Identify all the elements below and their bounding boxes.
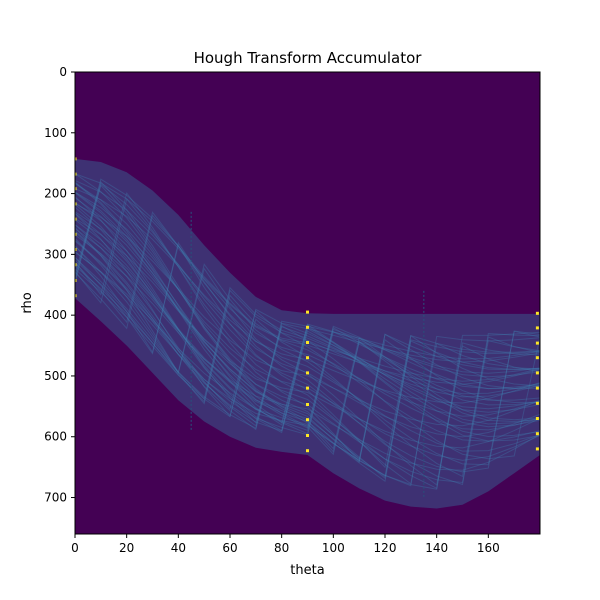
y-tick-label: 700: [44, 491, 67, 505]
accumulator-peak: [535, 386, 539, 390]
y-tick-label: 600: [44, 430, 67, 444]
vote-curve: [75, 203, 540, 427]
x-tick-label: 80: [274, 541, 289, 555]
vote-curve: [75, 181, 540, 438]
vote-curve: [75, 202, 540, 464]
vote-curve: [75, 184, 540, 453]
accumulator-peak: [306, 386, 309, 390]
vote-curve: [75, 241, 540, 486]
x-axis-label: theta: [290, 563, 324, 578]
accumulator-peak: [306, 434, 309, 437]
vote-curve: [75, 228, 540, 483]
accumulator-peak: [306, 310, 309, 314]
vote-curve: [75, 191, 540, 463]
accumulator-peak: [535, 326, 539, 330]
accumulator-peak: [535, 417, 539, 420]
accumulator-peak: [75, 217, 77, 221]
vote-curve: [75, 224, 540, 442]
vote-curve: [75, 257, 540, 400]
vote-curve: [75, 251, 540, 490]
accumulator-peak: [535, 447, 539, 451]
accumulator-peak: [75, 248, 77, 251]
vote-curve: [75, 240, 540, 432]
vote-curve: [75, 231, 540, 431]
y-tick-label: 400: [44, 308, 67, 322]
heatmap-cells: [75, 157, 540, 509]
vote-curve: [75, 217, 540, 449]
accumulator-band: [75, 158, 540, 509]
y-tick-label: 100: [44, 126, 67, 140]
accumulator-peak: [306, 341, 309, 344]
y-tick-label: 0: [59, 65, 67, 79]
accumulator-peak: [75, 232, 77, 236]
vote-curve: [75, 251, 540, 487]
accumulator-peak: [75, 187, 77, 191]
vote-curve: [75, 192, 540, 429]
vote-curve: [75, 183, 540, 490]
x-tick-label: 0: [71, 541, 79, 555]
vote-curve: [75, 173, 540, 385]
accumulator-peak: [535, 311, 539, 315]
accumulator-peak: [306, 325, 309, 329]
x-axis: 0 20 40 60 80 100 120 140 160: [71, 534, 500, 555]
x-tick-label: 140: [425, 541, 448, 555]
vote-curve: [75, 214, 540, 417]
accumulator-peak: [535, 356, 539, 360]
y-axis: 0 100 200 300 400 500 600 700: [44, 65, 75, 505]
vote-curve: [75, 197, 540, 480]
vote-curve: [75, 212, 540, 432]
x-tick-label: 20: [119, 541, 134, 555]
accumulator-peak: [75, 263, 77, 267]
vote-curve: [75, 237, 540, 466]
x-tick-label: 60: [222, 541, 237, 555]
accumulator-peak: [535, 432, 539, 436]
vote-curve: [75, 211, 540, 452]
accumulator-peak: [535, 401, 539, 405]
accumulator-peak: [306, 356, 309, 360]
accumulator-peak: [75, 157, 77, 161]
vote-curve: [75, 196, 540, 460]
vote-curve: [75, 259, 540, 403]
vote-curve: [75, 245, 540, 431]
accumulator-peak: [306, 449, 309, 453]
accumulator-peak: [535, 341, 539, 345]
vote-curve: [75, 191, 540, 456]
vote-curve: [75, 188, 540, 404]
vote-curve: [75, 183, 540, 473]
vote-curve: [75, 173, 540, 461]
y-tick-label: 200: [44, 187, 67, 201]
chart-title: Hough Transform Accumulator: [194, 49, 423, 67]
accumulator-peak: [306, 403, 309, 406]
accumulator-peak: [306, 371, 309, 375]
accumulator-peak: [75, 202, 77, 206]
x-tick-label: 160: [477, 541, 500, 555]
vote-curve: [75, 197, 540, 485]
y-axis-label: rho: [20, 292, 35, 313]
accumulator-peak: [75, 172, 77, 176]
vote-curve: [75, 234, 540, 471]
vote-curve: [75, 206, 540, 434]
y-tick-label: 500: [44, 369, 67, 383]
accumulator-peak: [306, 418, 309, 422]
vote-curve: [75, 244, 540, 469]
x-tick-label: 100: [322, 541, 345, 555]
x-tick-label: 120: [374, 541, 397, 555]
x-tick-label: 40: [171, 541, 186, 555]
vote-curve: [75, 230, 540, 427]
accumulator-peak: [535, 371, 539, 375]
vote-curve: [75, 219, 540, 435]
plot-area: [74, 71, 541, 535]
accumulator-peak: [75, 279, 77, 282]
y-tick-label: 300: [44, 247, 67, 261]
accumulator-peak: [75, 294, 77, 298]
plot-frame: [74, 71, 541, 535]
